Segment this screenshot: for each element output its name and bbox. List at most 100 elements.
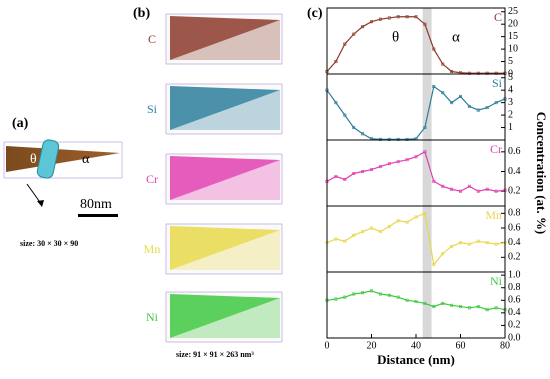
data-point [476, 239, 480, 243]
axes-frame [326, 271, 506, 339]
data-point [334, 60, 338, 64]
y-tick-label: 3 [508, 97, 513, 108]
element-label: Mn [144, 242, 161, 256]
y-tick-label: 25 [508, 6, 518, 17]
data-point [414, 215, 418, 219]
data-point [467, 242, 471, 246]
panel-label: (b) [133, 6, 150, 21]
y-tick-label: 0.6 [508, 295, 521, 306]
data-point [423, 150, 427, 154]
atom-map [170, 90, 280, 130]
data-point [467, 104, 471, 108]
data-point [485, 308, 489, 312]
data-point [396, 137, 400, 141]
data-point [432, 47, 436, 51]
data-point [432, 305, 436, 309]
element-label: Cr [146, 172, 158, 186]
data-point [343, 177, 347, 181]
data-point [476, 305, 480, 309]
legend-label: Cr [490, 142, 502, 156]
data-point [423, 301, 427, 305]
phase-label: α [82, 152, 90, 167]
data-point [467, 184, 471, 188]
x-axis-label: Distance (nm) [377, 352, 455, 367]
atom-map [170, 160, 280, 200]
data-point [414, 155, 418, 159]
data-point [396, 295, 400, 299]
data-point [369, 289, 373, 293]
data-point [458, 241, 462, 245]
data-point [369, 20, 373, 24]
data-point [387, 16, 391, 20]
data-point [334, 297, 338, 301]
data-point [352, 233, 356, 237]
data-point [405, 220, 409, 224]
y-tick-label: 0.4 [508, 237, 521, 248]
y-tick-label: 0.8 [508, 282, 521, 293]
data-point [334, 174, 338, 178]
data-point [343, 239, 347, 243]
data-point [441, 252, 445, 256]
atom-map [170, 294, 280, 338]
data-point [352, 32, 356, 36]
axes-frame [326, 73, 506, 141]
data-point [396, 15, 400, 19]
data-point [334, 101, 338, 105]
shaded-band [422, 272, 432, 338]
y-tick-label: 1 [508, 122, 513, 133]
data-point [352, 292, 356, 296]
data-point [405, 137, 409, 141]
data-point [352, 126, 356, 130]
legend-label: Mn [485, 208, 502, 222]
element-label: Ni [146, 310, 159, 324]
atom-map [170, 16, 280, 60]
series-line [326, 150, 506, 192]
data-point [369, 168, 373, 172]
atom-map [170, 230, 280, 270]
legend-label: Si [492, 76, 503, 90]
data-point [414, 300, 418, 304]
panel-label: (a) [12, 116, 29, 131]
y-tick-label: 0.0 [508, 332, 521, 343]
data-point [423, 22, 427, 26]
data-point [432, 179, 436, 183]
y-tick-label: 0.2 [508, 320, 521, 331]
element-label: Si [147, 102, 158, 116]
data-point [467, 306, 471, 310]
y-tick-label: 0.4 [508, 307, 521, 318]
data-point [387, 162, 391, 166]
data-point [494, 189, 498, 193]
data-point [361, 170, 365, 174]
shaded-band [422, 74, 432, 140]
y-tick-label: 20 [508, 18, 518, 29]
data-point [485, 106, 489, 110]
series-line [326, 290, 506, 311]
data-point [343, 42, 347, 46]
y-tick-label: 2 [508, 109, 513, 120]
data-point [343, 113, 347, 117]
atom-map [170, 86, 280, 130]
data-point [387, 293, 391, 297]
data-point [361, 230, 365, 234]
series-line [326, 16, 505, 74]
data-point [423, 211, 427, 215]
shaded-band [422, 8, 432, 74]
annotation: α [452, 29, 460, 45]
legend-label: Ni [490, 274, 503, 288]
data-point [414, 15, 418, 19]
atom-map [170, 156, 280, 200]
tip [6, 146, 120, 172]
data-point [378, 17, 382, 21]
x-tick-label: 0 [325, 340, 330, 351]
y-tick-label: 0.8 [508, 208, 521, 219]
size-label: size: 91 × 91 × 263 nm³ [176, 350, 254, 359]
phase-label: θ [30, 152, 37, 167]
data-point [494, 242, 498, 246]
data-point [450, 187, 454, 191]
data-point [396, 160, 400, 164]
data-point [378, 230, 382, 234]
data-point [405, 298, 409, 302]
atom-map [170, 226, 280, 270]
data-point [441, 184, 445, 188]
data-point [450, 70, 454, 74]
